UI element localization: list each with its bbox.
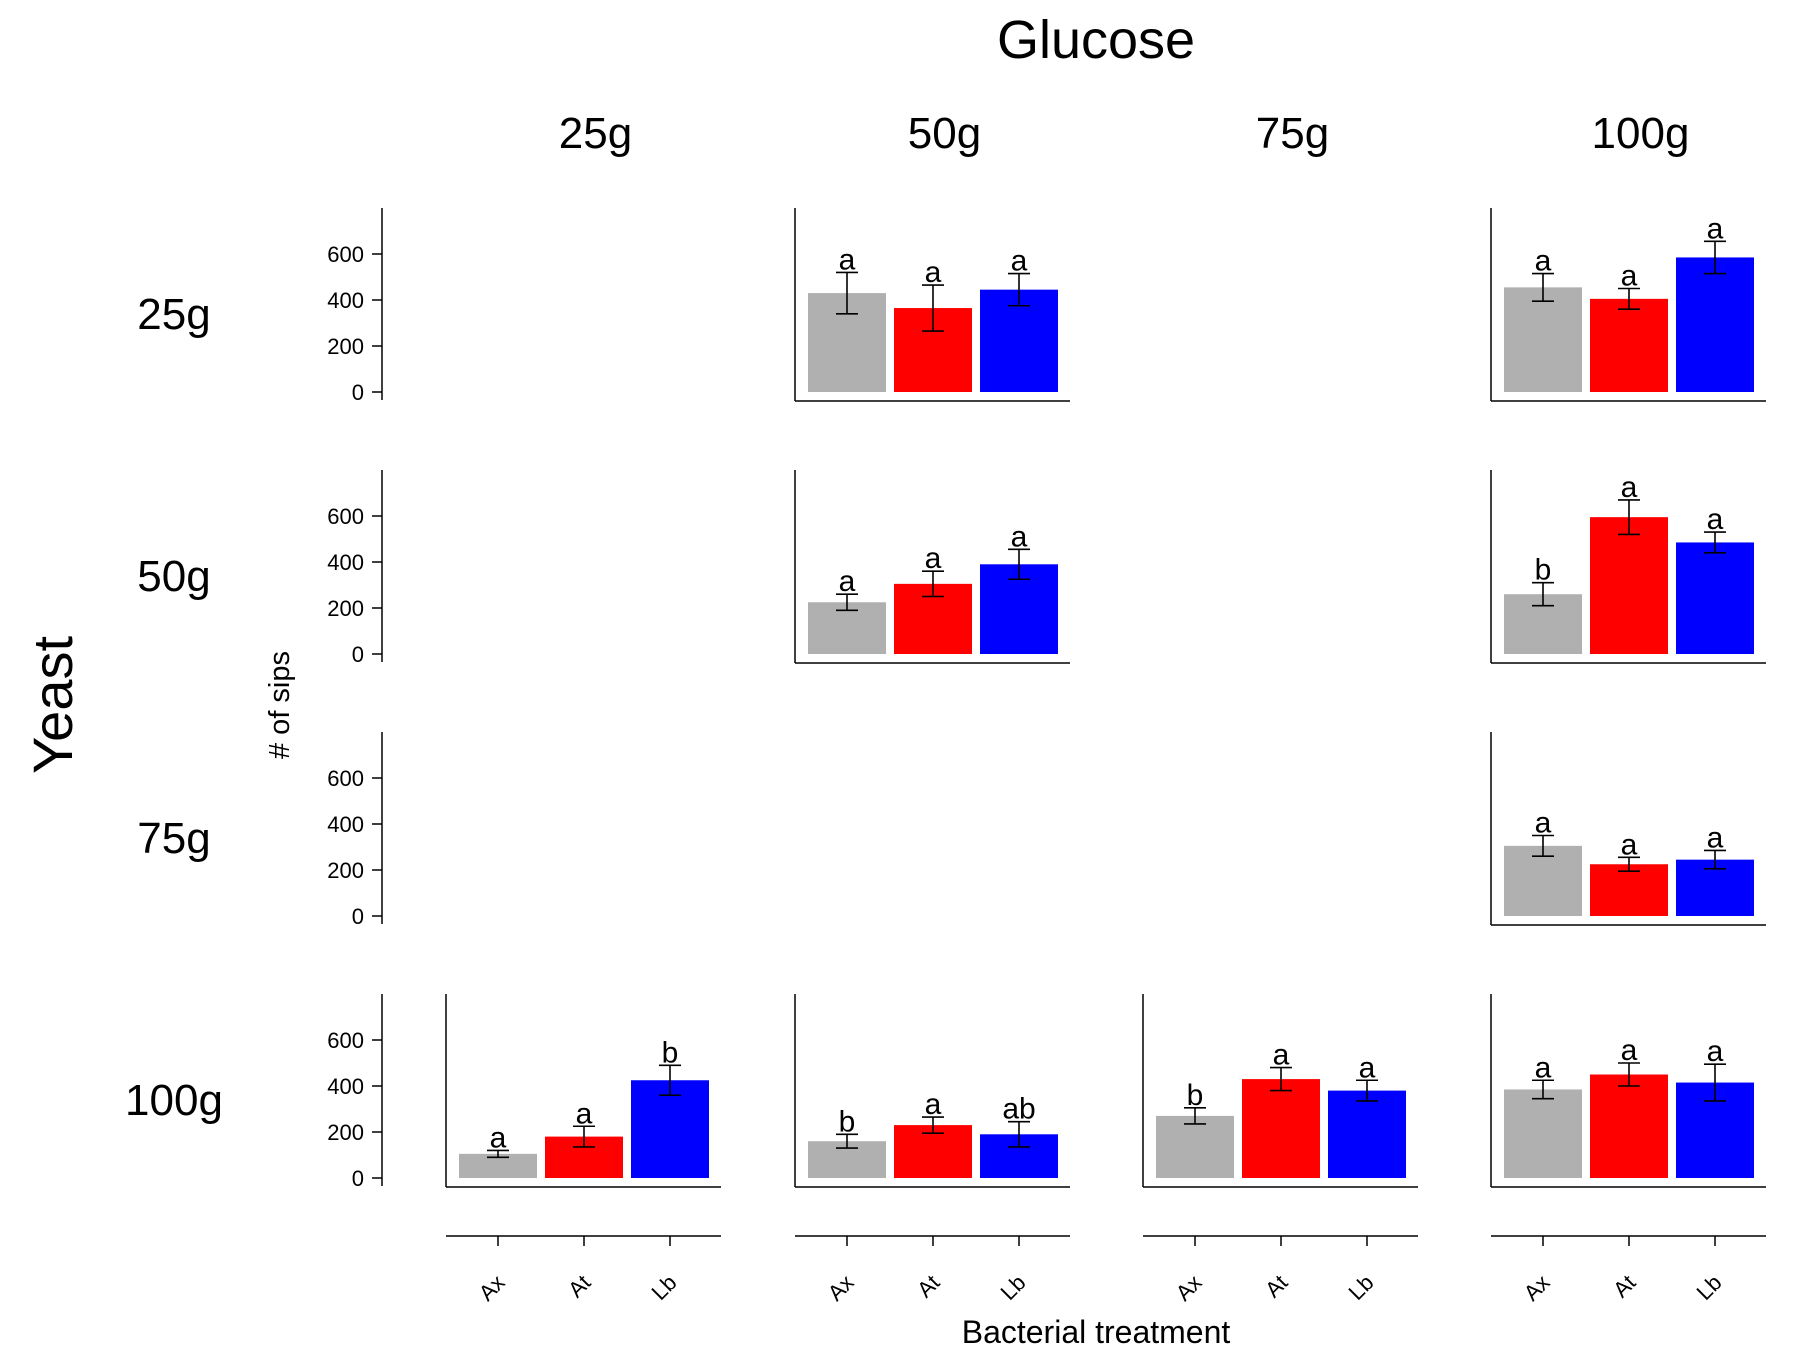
significance-letter: a (1011, 245, 1028, 278)
bar-lb (1676, 257, 1754, 392)
x-tick-label: At (1260, 1270, 1292, 1302)
bar-at (1590, 298, 1668, 392)
row-label: 75g (137, 814, 210, 863)
significance-letter: a (1621, 1034, 1638, 1067)
panel: b a ab (794, 994, 1070, 1188)
y-tick-label: 600 (327, 766, 364, 791)
panel: a a a (1490, 208, 1766, 402)
bar-ax (1504, 1089, 1582, 1178)
significance-letter: a (925, 1088, 942, 1121)
significance-letter: b (1535, 554, 1552, 587)
x-tick-label: Lb (1344, 1270, 1379, 1305)
y-tick-label: 400 (327, 812, 364, 837)
significance-letter: ab (1002, 1093, 1035, 1126)
bar-ax (1156, 1115, 1234, 1178)
x-tick-label: Ax (474, 1270, 510, 1306)
significance-letter: a (1707, 212, 1724, 245)
x-axes: Ax At Lb Ax At Lb Ax At Lb Ax At Lb (446, 1235, 1766, 1306)
significance-letter: a (839, 243, 856, 276)
y-tick-label: 600 (327, 1028, 364, 1053)
y-axis-label: # of sips (264, 651, 296, 759)
panel: a a b (445, 994, 721, 1188)
column-label: 100g (1592, 109, 1690, 158)
row-labels: 25g 50g 75g 100g (125, 290, 223, 1125)
significance-letter: a (1707, 1035, 1724, 1068)
bar-lb (1676, 542, 1754, 654)
x-tick-label: Lb (647, 1270, 682, 1305)
y-tick-label: 400 (327, 288, 364, 313)
y-tick-label: 200 (327, 334, 364, 359)
bar-at (1590, 517, 1668, 654)
bar-lb (980, 289, 1058, 392)
bar-ax (1504, 287, 1582, 392)
bar-ax (1504, 845, 1582, 916)
y-tick-label: 200 (327, 596, 364, 621)
bar-at (1242, 1079, 1320, 1178)
column-labels: 25g 50g 75g 100g (559, 109, 1690, 158)
bar-at (1590, 864, 1668, 916)
y-axes: 0 200 400 600 0 200 400 600 0 200 400 600 0 200 400 600 (327, 208, 383, 1191)
x-tick-label: At (1608, 1270, 1640, 1302)
x-tick-label: Ax (1171, 1270, 1207, 1306)
row-label: 25g (137, 290, 210, 339)
significance-letter: a (1359, 1051, 1376, 1084)
y-tick-label: 400 (327, 550, 364, 575)
y-tick-label: 0 (352, 642, 364, 667)
y-tick-label: 0 (352, 380, 364, 405)
panel: b a a (1142, 994, 1418, 1188)
y-tick-label: 0 (352, 904, 364, 929)
significance-letter: a (1535, 807, 1552, 840)
significance-letter: b (662, 1036, 679, 1069)
bar-at (1590, 1074, 1668, 1178)
bar-lb (1328, 1090, 1406, 1178)
significance-letter: b (839, 1105, 856, 1138)
y-tick-label: 200 (327, 1120, 364, 1145)
y-tick-label: 600 (327, 242, 364, 267)
y-tick-label: 200 (327, 858, 364, 883)
x-tick-label: Ax (823, 1270, 859, 1306)
x-tick-label: Lb (996, 1270, 1031, 1305)
chart-title: Glucose (997, 10, 1195, 70)
column-label: 25g (559, 109, 632, 158)
significance-letter: a (1535, 1051, 1552, 1084)
panel: b a a (1490, 470, 1766, 664)
row-title: Yeast (21, 636, 84, 775)
y-tick-label: 400 (327, 1074, 364, 1099)
significance-letter: a (1621, 471, 1638, 504)
column-label: 75g (1256, 109, 1329, 158)
significance-letter: a (1273, 1039, 1290, 1072)
row-label: 100g (125, 1076, 223, 1125)
significance-letter: a (1707, 821, 1724, 854)
panel: a a a (794, 470, 1070, 664)
y-tick-label: 0 (352, 1166, 364, 1191)
x-tick-label: At (563, 1270, 595, 1302)
significance-letter: a (1535, 245, 1552, 278)
significance-letter: a (1011, 520, 1028, 553)
column-label: 50g (908, 109, 981, 158)
significance-letter: a (925, 256, 942, 289)
significance-letter: a (576, 1097, 593, 1130)
x-axis-label: Bacterial treatment (962, 1314, 1231, 1350)
bar-lb (631, 1080, 709, 1178)
x-tick-label: Lb (1692, 1270, 1727, 1305)
significance-letter: a (490, 1121, 507, 1154)
x-tick-label: Ax (1519, 1270, 1555, 1306)
significance-letter: b (1187, 1079, 1204, 1112)
x-tick-label: At (912, 1270, 944, 1302)
significance-letter: a (1621, 828, 1638, 861)
significance-letter: a (1707, 503, 1724, 536)
row-label: 50g (137, 552, 210, 601)
significance-letter: a (925, 542, 942, 575)
significance-letter: a (1621, 260, 1638, 293)
y-tick-label: 600 (327, 504, 364, 529)
significance-letter: a (839, 565, 856, 598)
